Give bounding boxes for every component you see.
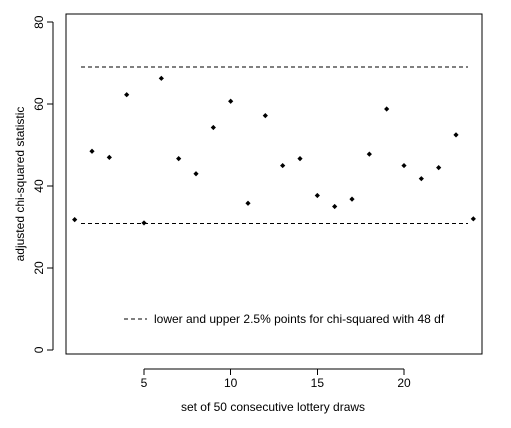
x-tick-label: 10	[224, 376, 238, 390]
data-point	[193, 171, 199, 177]
data-point	[366, 151, 372, 157]
plot-layer	[65, 13, 483, 355]
legend-label: lower and upper 2.5% points for chi-squa…	[154, 312, 445, 326]
y-tick-label: 80	[32, 15, 46, 29]
data-point	[436, 165, 442, 171]
data-point	[280, 162, 286, 169]
x-tick-label: 20	[397, 376, 411, 390]
data-point	[245, 200, 251, 206]
data-point	[106, 154, 112, 160]
y-tick-label: 60	[32, 97, 46, 111]
y-axis-title: adjusted chi-squared statistic	[13, 107, 27, 262]
data-point	[158, 75, 164, 81]
x-tick-label: 15	[311, 376, 325, 390]
x-tick-label: 5	[141, 376, 148, 390]
y-tick-label: 40	[32, 179, 46, 193]
data-point	[384, 106, 390, 112]
y-tick-label: 20	[32, 261, 46, 275]
y-tick-label: 0	[32, 346, 46, 353]
y-axis: 0 20 40 60 80	[32, 15, 54, 353]
data-point	[401, 162, 407, 169]
data-point	[314, 192, 320, 199]
data-points	[72, 75, 476, 226]
data-point	[176, 156, 182, 162]
data-point	[228, 98, 234, 104]
data-point	[124, 92, 130, 98]
x-axis-title: set of 50 consecutive lottery draws	[181, 400, 365, 414]
reference-lines	[81, 66, 468, 225]
plot-frame	[65, 13, 483, 355]
data-point	[72, 217, 78, 223]
data-point	[332, 203, 338, 210]
data-point	[210, 124, 216, 131]
data-point	[141, 220, 147, 226]
data-point	[470, 216, 476, 222]
data-point	[453, 132, 459, 138]
data-point	[89, 148, 95, 154]
data-point	[349, 196, 355, 202]
data-point	[297, 156, 303, 162]
data-point	[262, 112, 268, 119]
legend: lower and upper 2.5% points for chi-squa…	[124, 312, 445, 326]
data-point	[418, 176, 424, 182]
x-axis: 5 10 15 20	[141, 368, 411, 390]
